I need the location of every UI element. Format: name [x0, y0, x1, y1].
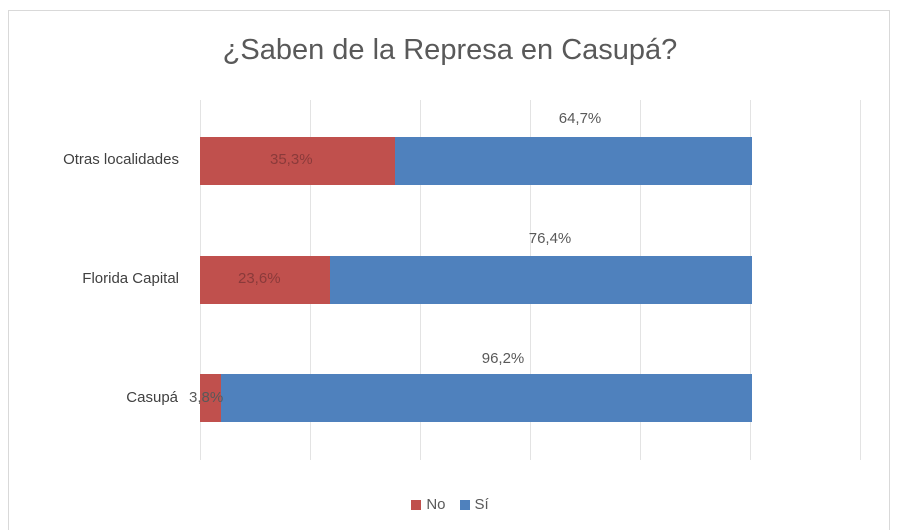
- stacked-bar: [200, 256, 752, 304]
- gridline: [860, 100, 861, 460]
- legend-item-si: Sí: [459, 496, 489, 513]
- legend-swatch-no: [411, 499, 422, 510]
- data-label-si: 96,2%: [481, 350, 525, 367]
- chart-title: ¿Saben de la Represa en Casupá?: [222, 34, 678, 66]
- bar-segment-no: [200, 256, 331, 304]
- data-label-no: 3,8%: [189, 389, 224, 406]
- data-label-si: 64,7%: [558, 110, 602, 127]
- category-label: Casupá: [126, 389, 178, 406]
- legend-label-no: No: [426, 496, 446, 513]
- data-label-no: 35,3%: [270, 151, 313, 168]
- stacked-bar: [200, 137, 752, 185]
- legend-swatch-si: [459, 499, 470, 510]
- bar-segment-no: [200, 374, 221, 422]
- bar-segment-si: [330, 256, 752, 304]
- legend-label-si: Sí: [474, 496, 489, 513]
- data-label-no: 23,6%: [238, 270, 281, 287]
- bar-segment-si: [220, 374, 752, 422]
- stacked-bar: [200, 374, 752, 422]
- data-label-si: 76,4%: [528, 230, 572, 247]
- category-label: Otras localidades: [63, 151, 179, 168]
- category-label: Florida Capital: [82, 270, 179, 287]
- legend: No Sí: [0, 496, 900, 513]
- legend-item-no: No: [411, 496, 446, 513]
- bar-segment-si: [394, 137, 752, 185]
- bar-segment-no: [200, 137, 395, 185]
